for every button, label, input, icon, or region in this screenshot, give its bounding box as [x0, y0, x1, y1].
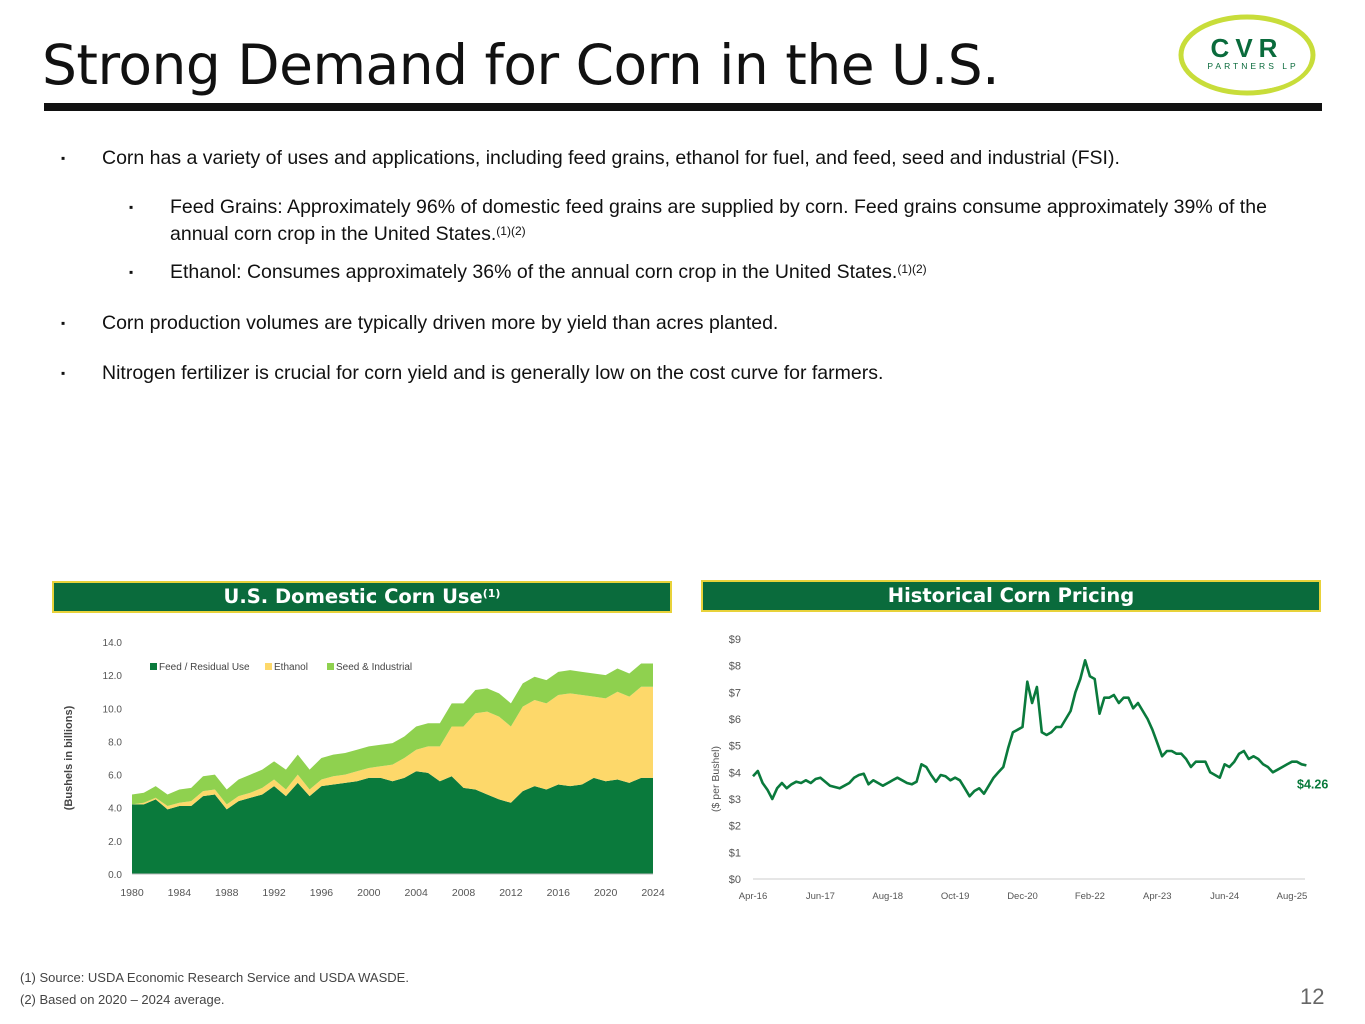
- y-tick-label: $7: [729, 687, 741, 699]
- bullet-3: ▪ Ethanol: Consumes approximately 36% of…: [129, 259, 1310, 286]
- corn-use-chart-header: U.S. Domestic Corn Use(1): [52, 581, 672, 613]
- corn-use-title-footnote-ref: (1): [482, 587, 501, 600]
- bullet-marker: ▪: [61, 366, 66, 380]
- y-tick-label: 10.0: [103, 704, 123, 715]
- x-tick-label: Feb-22: [1075, 891, 1105, 902]
- legend-label: Feed / Residual Use: [159, 662, 250, 673]
- y-tick-label: $4: [729, 767, 741, 779]
- x-tick-label: Oct-19: [941, 891, 970, 902]
- y-tick-label: $9: [729, 634, 741, 646]
- x-tick-label: 2016: [547, 887, 571, 899]
- bullet-4: ▪ Corn production volumes are typically …: [61, 310, 1312, 337]
- x-tick-label: 2000: [357, 887, 381, 899]
- x-tick-label: Apr-23: [1143, 891, 1172, 902]
- bullet-text: Feed Grains: Approximately 96% of domest…: [170, 196, 1267, 245]
- bullet-marker: ▪: [129, 200, 134, 214]
- legend-label: Seed & Industrial: [336, 662, 412, 673]
- x-tick-label: 1996: [310, 887, 334, 899]
- logo-name: CVR: [1211, 33, 1284, 63]
- bullet-1: ▪ Corn has a variety of uses and applica…: [61, 145, 1312, 172]
- bullet-text: Corn has a variety of uses and applicati…: [102, 147, 1120, 169]
- bullet-marker: ▪: [61, 151, 66, 165]
- corn-price-chart-title: Historical Corn Pricing: [887, 584, 1135, 607]
- bullet-text: Ethanol: Consumes approximately 36% of t…: [170, 261, 898, 283]
- footnote-1: (1) Source: USDA Economic Research Servi…: [20, 970, 409, 985]
- y-tick-label: $0: [729, 874, 741, 886]
- corn-use-chart-title: U.S. Domestic Corn Use: [223, 585, 483, 608]
- bullet-text: Nitrogen fertilizer is crucial for corn …: [102, 362, 884, 384]
- footnote-2: (2) Based on 2020 – 2024 average.: [20, 992, 225, 1007]
- last-price-label: $4.26: [1297, 777, 1328, 791]
- cvr-partners-logo: CVR PARTNERS LP: [1178, 14, 1316, 96]
- x-tick-label: 1980: [120, 887, 144, 899]
- y-tick-label: 2.0: [108, 837, 122, 848]
- bullet-text: Corn production volumes are typically dr…: [102, 312, 779, 334]
- page-title: Strong Demand for Corn in the U.S.: [42, 33, 1000, 97]
- price-line-series: [752, 659, 1307, 801]
- logo-subtitle: PARTNERS LP: [1207, 61, 1298, 71]
- x-tick-label: 1988: [215, 887, 239, 899]
- x-tick-label: 1992: [262, 887, 286, 899]
- corn-use-area-chart: 0.0 2.0 4.0 6.0 8.0 10.0 12.0 14.0 1980 1984 1988 1…: [63, 638, 665, 899]
- x-tick-label: 1984: [168, 887, 192, 899]
- bullet-marker: ▪: [129, 265, 134, 279]
- page-number: 12: [1300, 984, 1325, 1009]
- x-tick-label: Dec-20: [1007, 891, 1038, 902]
- y-axis-label: ($ per Bushel): [710, 746, 722, 812]
- y-axis-label: (Bushels in billions): [63, 705, 75, 810]
- x-tick-label: Aug-18: [872, 891, 903, 902]
- bullet-marker: ▪: [61, 316, 66, 330]
- y-tick-label: $8: [729, 661, 741, 673]
- y-tick-label: $6: [729, 714, 741, 726]
- y-tick-label: $1: [729, 847, 741, 859]
- x-tick-label: 2020: [594, 887, 618, 899]
- y-tick-label: 14.0: [103, 638, 123, 649]
- bullet-footnote-ref: (1)(2): [897, 262, 927, 276]
- y-tick-label: $2: [729, 821, 741, 833]
- x-tick-label: 2008: [452, 887, 476, 899]
- x-tick-label: 2012: [499, 887, 523, 899]
- logo-ring: [1178, 14, 1316, 96]
- legend-label: Ethanol: [274, 662, 308, 673]
- corn-price-line-chart: $0 $1 $2 $3 $4 $5 $6 $7 $8 $9 Apr-16 Jun-17 Aug-18 Oc…: [710, 634, 1328, 902]
- x-tick-label: 2004: [405, 887, 429, 899]
- corn-price-chart-header: Historical Corn Pricing: [701, 580, 1321, 612]
- bullet-footnote-ref: (1)(2): [496, 224, 526, 238]
- y-tick-label: 0.0: [108, 870, 122, 881]
- x-tick-label: Aug-25: [1277, 891, 1308, 902]
- bullet-5: ▪ Nitrogen fertilizer is crucial for cor…: [61, 360, 1312, 387]
- y-tick-label: 12.0: [103, 671, 123, 682]
- area-series-ethanol: [132, 686, 653, 810]
- title-divider: [44, 103, 1322, 111]
- x-tick-label: Apr-16: [739, 891, 768, 902]
- area-series-feed-residual-use: [132, 771, 653, 874]
- bullet-2: ▪ Feed Grains: Approximately 96% of dome…: [129, 194, 1310, 248]
- y-tick-label: 6.0: [108, 771, 122, 782]
- y-tick-label: $5: [729, 741, 741, 753]
- legend-swatch: [327, 663, 334, 670]
- legend-swatch: [150, 663, 157, 670]
- x-tick-label: Jun-24: [1210, 891, 1239, 902]
- area-series-seed-industrial: [132, 663, 653, 807]
- x-tick-label: 2024: [641, 887, 665, 899]
- legend-swatch: [265, 663, 272, 670]
- x-tick-label: Jun-17: [806, 891, 835, 902]
- y-tick-label: $3: [729, 794, 741, 806]
- y-tick-label: 8.0: [108, 737, 122, 748]
- y-tick-label: 4.0: [108, 804, 122, 815]
